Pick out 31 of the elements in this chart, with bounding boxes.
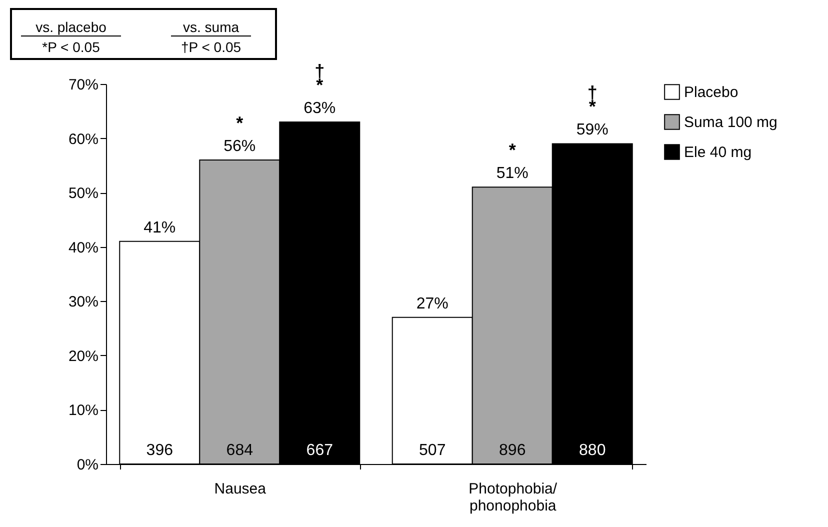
x-tick-label: Photophobia/ phonophobia <box>468 480 558 514</box>
annotation: * <box>508 140 516 160</box>
y-tick-label: 20% <box>68 348 98 365</box>
annotation: 896 <box>499 442 526 459</box>
y-tick-label: 70% <box>68 76 98 94</box>
data-label: 41% <box>144 219 176 236</box>
annotation: 880 <box>579 442 606 459</box>
legend-label: Ele 40 mg <box>684 144 752 161</box>
y-tick-label: 60% <box>68 130 98 148</box>
data-label: 63% <box>304 100 336 117</box>
x-tick-label: Nausea <box>214 480 267 498</box>
y-tick-label: 40% <box>68 239 98 256</box>
y-tick-label: 30% <box>68 294 98 311</box>
text: †P < 0.05 <box>180 39 242 55</box>
legend-label: Placebo <box>684 84 738 101</box>
y-tick-label: 10% <box>68 402 98 420</box>
annotation: * <box>236 113 244 133</box>
annotation: 667 <box>306 442 334 459</box>
legend-label: Suma 100 mg <box>684 114 778 131</box>
annotation: 396 <box>146 442 174 459</box>
text: *P < 0.05 <box>42 39 100 55</box>
annotation: 684 <box>226 442 254 459</box>
data-label: 59% <box>576 122 608 139</box>
text: vs. placebo <box>36 19 107 35</box>
y-tick-label: 0% <box>76 456 98 474</box>
text: vs. suma <box>182 19 240 35</box>
data-label: 56% <box>224 138 256 155</box>
annotation: 507 <box>419 442 446 459</box>
data-label: 27% <box>416 295 448 312</box>
y-tick-label: 50% <box>68 185 98 202</box>
data-label: 51% <box>496 165 528 182</box>
